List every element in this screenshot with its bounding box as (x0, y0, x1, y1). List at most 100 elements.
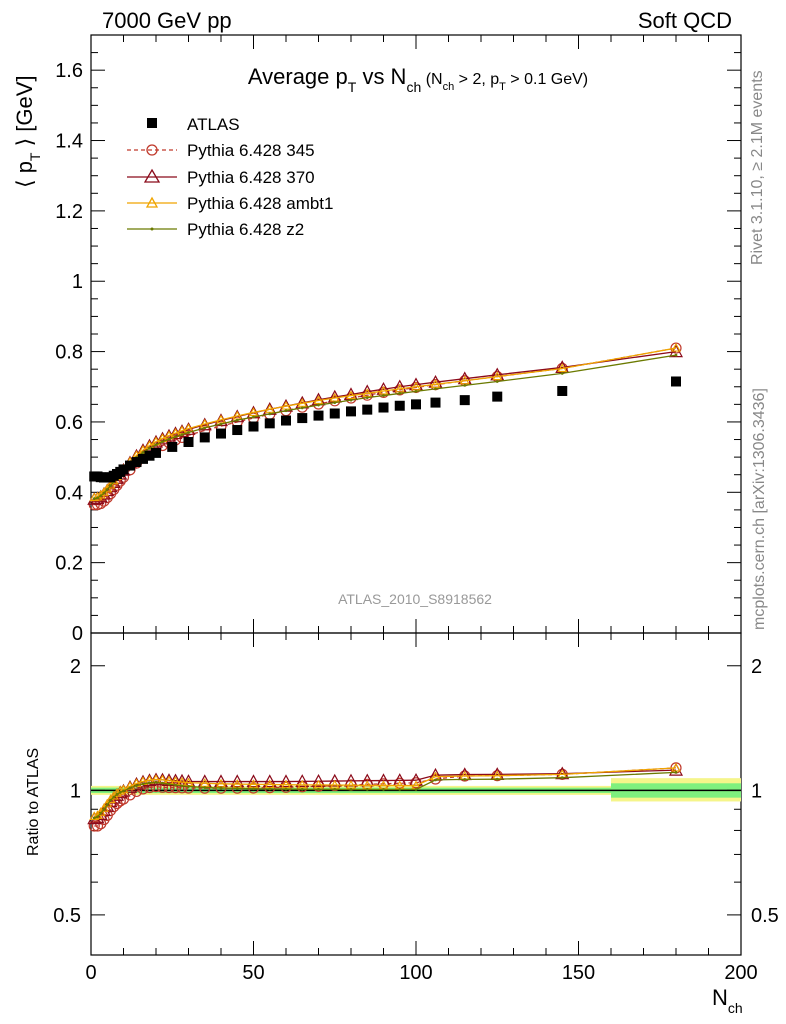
main-point-pythia-6-428-ambt1 (313, 395, 324, 405)
ratio-point-pythia-6-428-z2 (122, 789, 125, 793)
ratio-point-pythia-6-428-z2 (109, 798, 112, 802)
ratio-point-pythia-6-428-z2 (463, 777, 467, 781)
mcplots-label: mcplots.cern.ch [arXiv:1306.3436] (751, 388, 768, 630)
main-point-atlas (492, 391, 503, 402)
main-point-atlas (144, 450, 155, 461)
main-point-atlas (281, 415, 291, 426)
y-tick-label: 0.4 (55, 482, 83, 504)
ratio-point-pythia-6-428-z2 (105, 803, 109, 807)
main-point-pythia-6-428-z2 (102, 491, 106, 495)
ratio-y-tick-label-right: 1 (751, 780, 762, 802)
main-point-atlas (183, 436, 194, 447)
x-axis-label: Nch (712, 985, 743, 1016)
x-tick-label: 200 (724, 962, 757, 984)
main-point-atlas (313, 410, 324, 421)
ratio-point-pythia-6-428-370 (246, 774, 261, 788)
main-point-pythia-6-428-ambt1 (378, 385, 389, 395)
main-point-pythia-6-428-z2 (365, 396, 369, 400)
main-point-pythia-6-428-z2 (268, 412, 272, 416)
ratio-point-pythia-6-428-345 (264, 782, 276, 794)
ratio-point-pythia-6-428-370 (262, 774, 277, 788)
main-point-pythia-6-428-ambt1 (430, 379, 441, 388)
legend: ATLAS Pythia 6.428 345 Pythia 6.428 370 … (127, 115, 333, 239)
x-tick-label: 100 (399, 962, 432, 984)
main-point-pythia-6-428-z2 (148, 446, 151, 450)
ratio-point-pythia-6-428-z2 (118, 790, 122, 794)
main-axis-ticks: 0 0.2 0.4 0.6 0.8 1 1.2 1.4 1.6 (55, 34, 742, 645)
y-tick-label: 0.8 (55, 342, 83, 364)
main-line-pythia-6-428-ambt1 (94, 347, 677, 499)
ratio-line-pythia-6-428-345 (94, 767, 677, 827)
main-point-pythia-6-428-z2 (167, 437, 171, 441)
ratio-point-pythia-6-428-370 (343, 773, 359, 787)
main-point-pythia-6-428-z2 (235, 418, 239, 422)
main-point-pythia-6-428-z2 (161, 440, 164, 444)
ratio-point-pythia-6-428-ambt1 (99, 803, 109, 812)
main-point-atlas (199, 432, 210, 443)
ratio-point-pythia-6-428-z2 (434, 778, 437, 782)
main-point-atlas (557, 385, 568, 396)
main-point-pythia-6-428-ambt1 (346, 390, 356, 400)
legend-ambt1-label: Pythia 6.428 ambt1 (187, 194, 333, 213)
ratio-point-pythia-6-428-ambt1 (281, 779, 291, 789)
ratio-point-pythia-6-428-z2 (135, 784, 138, 787)
main-point-pythia-6-428-ambt1 (411, 381, 421, 391)
main-point-atlas (167, 441, 178, 452)
ratio-point-pythia-6-428-z2 (268, 787, 272, 791)
main-series-layer (87, 342, 684, 511)
main-point-pythia-6-428-ambt1 (492, 371, 503, 381)
ratio-point-pythia-6-428-z2 (112, 795, 116, 799)
ratio-point-pythia-6-428-z2 (115, 792, 119, 796)
ratio-point-pythia-6-428-z2 (174, 783, 177, 787)
ratio-y-tick-label: 0.5 (53, 905, 81, 927)
main-point-atlas (346, 406, 356, 417)
main-point-pythia-6-428-z2 (414, 389, 418, 393)
main-point-pythia-6-428-z2 (463, 383, 467, 387)
ratio-point-pythia-6-428-z2 (154, 781, 158, 784)
main-point-atlas (151, 447, 161, 458)
main-point-pythia-6-428-ambt1 (264, 404, 275, 413)
ratio-point-pythia-6-428-345 (91, 820, 104, 832)
main-point-pythia-6-428-z2 (203, 426, 207, 430)
ratio-point-pythia-6-428-345 (176, 782, 188, 794)
main-point-pythia-6-428-z2 (105, 488, 109, 491)
main-point-pythia-6-428-z2 (382, 394, 385, 397)
ratio-line-pythia-6-428-ambt1 (94, 767, 677, 818)
chart-title: Average pT vs Nch (Nch > 2, pT > 0.1 GeV… (248, 64, 588, 95)
ratio-point-pythia-6-428-z2 (203, 786, 207, 789)
main-point-pythia-6-428-z2 (219, 422, 223, 426)
ratio-point-pythia-6-428-370 (230, 774, 245, 788)
main-point-pythia-6-428-ambt1 (248, 407, 259, 416)
main-point-pythia-6-428-ambt1 (89, 492, 100, 502)
main-point-pythia-6-428-z2 (109, 484, 112, 488)
main-point-atlas (232, 425, 243, 436)
main-point-pythia-6-428-z2 (180, 433, 184, 437)
main-point-atlas (378, 402, 389, 413)
ratio-point-pythia-6-428-370 (278, 774, 294, 788)
ratio-point-pythia-6-428-z2 (167, 782, 171, 786)
y-tick-label: 1.4 (55, 131, 83, 153)
main-point-atlas (394, 400, 405, 411)
main-point-pythia-6-428-z2 (252, 415, 255, 419)
x-tick-label: 0 (85, 962, 96, 984)
main-point-pythia-6-428-z2 (92, 497, 96, 501)
ratio-point-pythia-6-428-z2 (560, 776, 564, 780)
legend-z2-marker (150, 227, 154, 231)
ratio-point-pythia-6-428-z2 (252, 787, 255, 791)
legend-atlas-label: ATLAS (187, 115, 240, 134)
main-point-atlas (131, 457, 142, 468)
ratio-point-pythia-6-428-z2 (148, 781, 151, 785)
main-point-pythia-6-428-ambt1 (281, 401, 291, 410)
y-tick-label: 1.2 (55, 201, 83, 223)
y-axis-label-ratio: Ratio to ATLAS (25, 748, 42, 856)
main-point-pythia-6-428-z2 (300, 406, 304, 410)
y-tick-label: 0.2 (55, 553, 83, 575)
ratio-point-pythia-6-428-z2 (235, 786, 239, 790)
main-point-atlas (329, 408, 340, 419)
main-point-pythia-6-428-z2 (141, 451, 145, 454)
main-point-atlas (125, 460, 135, 471)
ratio-point-pythia-6-428-345 (280, 781, 292, 793)
ratio-point-pythia-6-428-345 (88, 820, 100, 832)
main-point-atlas (216, 428, 226, 439)
main-point-pythia-6-428-z2 (187, 431, 190, 434)
